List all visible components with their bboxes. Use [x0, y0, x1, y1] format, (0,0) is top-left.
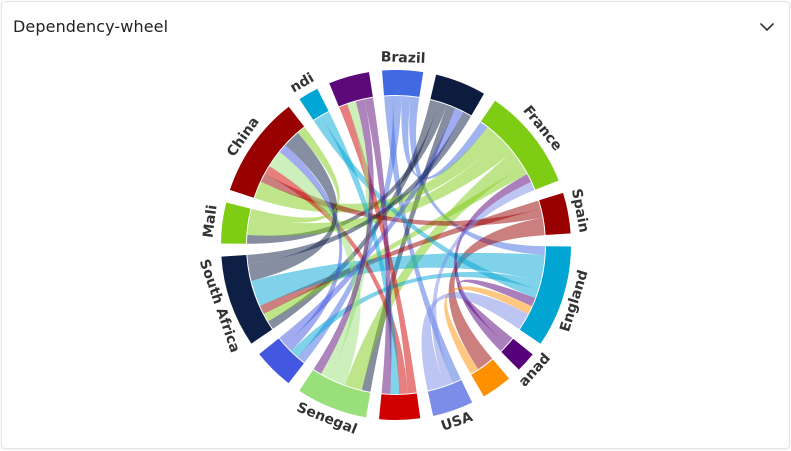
- node-label-12: Mali: [200, 204, 220, 239]
- link-22[interactable]: [339, 104, 417, 394]
- link-17[interactable]: [457, 279, 536, 345]
- link-30[interactable]: [249, 127, 340, 223]
- link-0[interactable]: [384, 96, 461, 383]
- card-header: Dependency-wheel: [2, 2, 789, 52]
- link-27[interactable]: [279, 108, 464, 345]
- card-title: Dependency-wheel: [13, 17, 169, 36]
- links-layer: [247, 96, 545, 395]
- nodes-layer: [221, 70, 571, 420]
- link-11[interactable]: [260, 200, 541, 314]
- link-21[interactable]: [421, 291, 529, 391]
- node-arc-8[interactable]: [378, 393, 421, 420]
- link-6[interactable]: [361, 105, 456, 392]
- node-arc-9[interactable]: [299, 369, 371, 418]
- link-5[interactable]: [247, 102, 448, 244]
- node-arc-5[interactable]: [501, 338, 533, 370]
- link-28[interactable]: [248, 132, 338, 281]
- link-2[interactable]: [401, 96, 488, 180]
- link-19[interactable]: [444, 286, 532, 374]
- node-arc-3[interactable]: [539, 192, 571, 236]
- node-arc-15[interactable]: [329, 72, 373, 107]
- node-arc-6[interactable]: [471, 359, 510, 397]
- link-18[interactable]: [454, 174, 532, 352]
- node-arc-11[interactable]: [221, 254, 273, 344]
- link-31[interactable]: [321, 111, 400, 395]
- link-20[interactable]: [431, 181, 535, 386]
- link-13[interactable]: [448, 217, 545, 370]
- link-7[interactable]: [254, 127, 501, 213]
- link-24[interactable]: [269, 151, 361, 385]
- node-label-3: Spain: [568, 187, 592, 234]
- node-arc-2[interactable]: [480, 100, 559, 190]
- node-arc-14[interactable]: [299, 88, 329, 120]
- chevron-down-icon[interactable]: [759, 19, 775, 35]
- link-10[interactable]: [263, 166, 528, 322]
- node-arc-13[interactable]: [229, 106, 305, 198]
- link-9[interactable]: [344, 152, 523, 391]
- node-arc-7[interactable]: [427, 380, 473, 417]
- link-32[interactable]: [313, 99, 374, 374]
- link-15[interactable]: [291, 271, 541, 358]
- link-33[interactable]: [364, 97, 392, 394]
- node-arc-1[interactable]: [430, 74, 485, 116]
- node-arc-0[interactable]: [382, 70, 424, 97]
- node-arc-4[interactable]: [519, 246, 571, 344]
- node-arc-12[interactable]: [221, 202, 251, 244]
- node-arc-10[interactable]: [259, 338, 304, 384]
- node-label-0: Brazil: [380, 49, 425, 67]
